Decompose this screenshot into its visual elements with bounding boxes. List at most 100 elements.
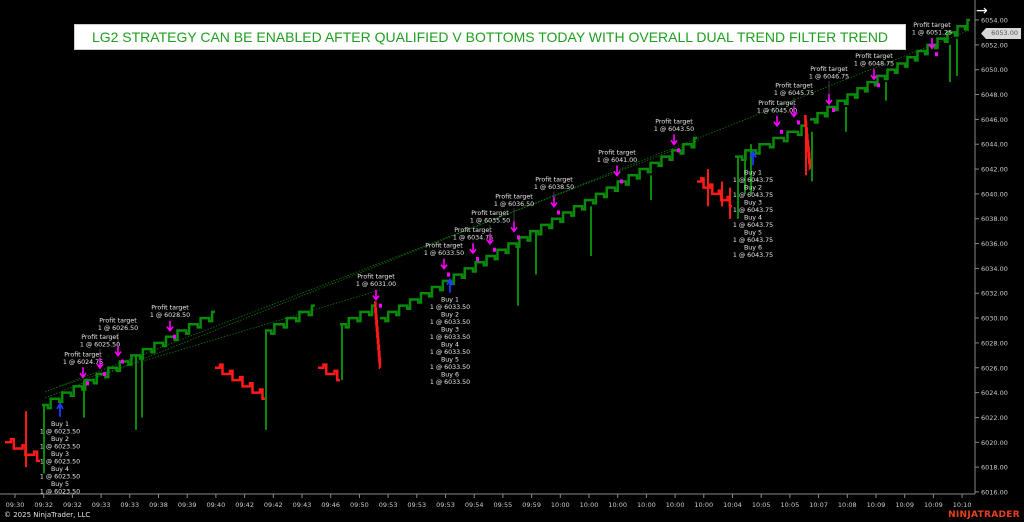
buy-fill: 1 @ 6043.75	[733, 206, 773, 214]
y-tick-label: 6048.00	[981, 91, 1008, 99]
buy-label: Buy 1	[441, 297, 459, 304]
x-tick-label: 09:53	[379, 501, 398, 509]
arrow-down-icon	[166, 320, 174, 333]
arrow-down-icon	[469, 243, 477, 255]
buy-label: Buy 4	[441, 342, 459, 349]
x-tick-label: 09:30	[6, 501, 25, 509]
profit-target-fill: 1 @ 6024.75	[63, 358, 103, 366]
x-tick-label: 09:39	[178, 501, 197, 509]
fill-marker	[103, 371, 106, 376]
x-tick-label: 09:33	[120, 501, 139, 509]
arrow-right-icon[interactable]: →	[976, 3, 988, 19]
x-tick-label: 10:00	[551, 501, 570, 509]
y-tick-label: 6050.00	[981, 66, 1008, 74]
fill-marker	[677, 148, 680, 153]
buy-label: Buy 1	[744, 169, 762, 176]
profit-target-fill: 1 @ 6026.50	[98, 324, 138, 332]
arrow-up-icon	[749, 150, 757, 166]
arrow-down-icon	[870, 69, 878, 81]
renko-brick-series	[810, 18, 970, 124]
y-tick-label: 6042.00	[981, 166, 1008, 174]
y-tick-label: 6044.00	[981, 141, 1008, 149]
profit-target-label: Profit target	[425, 243, 463, 250]
buy-fill: 1 @ 6043.75	[733, 236, 773, 244]
arrow-down-icon	[96, 357, 104, 370]
buy-fill: 1 @ 6043.75	[733, 251, 773, 259]
buy-fill: 1 @ 6023.50	[40, 442, 80, 450]
x-tick-label: 09:43	[293, 501, 312, 509]
buy-fill: 1 @ 6023.50	[40, 487, 80, 495]
x-tick-label: 10:09	[924, 501, 943, 509]
buy-fill: 1 @ 6023.50	[40, 427, 80, 435]
buy-fill: 1 @ 6033.50	[430, 363, 470, 371]
buy-label: Buy 5	[744, 229, 762, 236]
profit-target-label: Profit target	[655, 118, 693, 125]
fill-marker	[173, 334, 176, 339]
x-tick-label: 10:08	[838, 501, 857, 509]
x-tick-label: 10:00	[694, 501, 713, 509]
x-tick-label: 10:04	[723, 501, 742, 509]
fill-marker	[877, 83, 880, 88]
profit-target-fill: 1 @ 6043.50	[654, 125, 694, 133]
profit-target-fill: 1 @ 6035.50	[470, 216, 510, 224]
buy-fill: 1 @ 6043.75	[733, 191, 773, 199]
x-tick-label: 10:09	[895, 501, 914, 509]
x-tick-label: 10:05	[781, 501, 800, 509]
arrow-down-icon	[613, 165, 621, 177]
arrow-down-icon	[372, 289, 380, 301]
profit-target-fill: 1 @ 6028.50	[150, 311, 190, 319]
fill-marker	[780, 129, 783, 134]
buy-fill: 1 @ 6033.50	[430, 318, 470, 326]
x-tick-label: 10:09	[867, 501, 886, 509]
y-tick-label: 6034.00	[981, 265, 1008, 273]
fill-marker	[557, 210, 560, 215]
profit-target-label: Profit target	[598, 149, 636, 156]
renko-brick-series	[265, 304, 315, 335]
buy-fill: 1 @ 6043.75	[733, 176, 773, 184]
profit-target-label: Profit target	[913, 22, 951, 29]
buy-label: Buy 3	[51, 451, 69, 458]
x-tick-label: 10:00	[608, 501, 627, 509]
y-tick-label: 6024.00	[981, 389, 1008, 397]
arrow-down-icon	[773, 115, 781, 128]
buy-fill: 1 @ 6033.50	[430, 303, 470, 311]
buy-label: Buy 2	[441, 312, 459, 319]
buy-fill: 1 @ 6033.50	[430, 378, 470, 386]
x-tick-label: 09:42	[235, 501, 254, 509]
profit-target-label: Profit target	[775, 82, 813, 89]
arrow-up-icon	[446, 277, 454, 293]
x-tick-label: 09:54	[465, 501, 484, 509]
fill-marker	[86, 381, 89, 386]
profit-target-fill: 1 @ 6051.25	[912, 29, 952, 37]
y-tick-label: 6018.00	[981, 464, 1008, 472]
y-tick-label: 6032.00	[981, 290, 1008, 298]
fill-marker	[620, 179, 623, 184]
renko-brick-series	[374, 301, 382, 370]
x-tick-label: 09:32	[63, 501, 82, 509]
renko-brick-series	[5, 437, 40, 463]
copyright-text: © 2025 NinjaTrader, LLC	[4, 511, 91, 519]
profit-target-fill: 1 @ 6046.75	[809, 73, 849, 81]
renko-brick-series	[42, 310, 215, 410]
buy-label: Buy 3	[441, 327, 459, 334]
